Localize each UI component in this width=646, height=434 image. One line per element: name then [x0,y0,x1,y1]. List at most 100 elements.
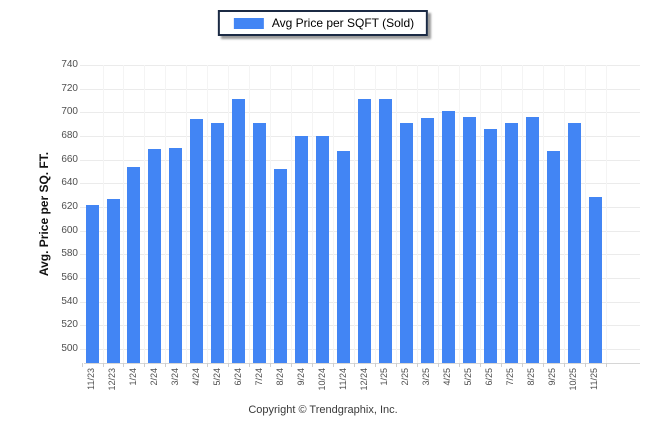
legend-label: Avg Price per SQFT (Sold) [271,16,415,30]
bar [253,122,267,363]
gridline-vertical [584,65,586,363]
x-tick-label: 8/24 [274,368,285,386]
gridline-vertical [228,65,230,363]
x-tick-label: 4/25 [442,368,453,386]
x-tick-mark [437,363,439,367]
x-tick-label: 2/25 [400,368,411,386]
bar [169,147,183,363]
x-tick-mark [312,363,314,367]
bar [211,122,225,363]
x-tick-label: 7/25 [505,368,516,386]
bar [462,117,476,363]
legend-swatch-icon [233,17,264,29]
gridline-vertical [291,65,293,363]
x-tick-label: 6/24 [232,368,243,386]
x-tick-mark [605,363,607,367]
bar [399,122,413,363]
x-tick-mark [542,363,544,367]
gridline-vertical [458,65,460,363]
gridline-vertical [395,65,397,363]
x-tick-label: 8/25 [526,368,537,386]
gridline-vertical [479,65,481,363]
bar [337,151,350,363]
x-tick-label: 3/25 [421,368,432,386]
gridline-vertical [354,65,355,363]
bar [190,119,204,363]
bar [274,169,288,363]
y-tick-label: 620 [61,200,78,212]
x-tick-label: 1/24 [127,368,138,386]
x-tick-label: 5/25 [463,368,474,386]
x-tick-mark [416,363,418,367]
gridline-vertical [416,65,418,363]
gridline [80,65,640,66]
x-tick-label: 6/25 [484,368,495,386]
x-tick-mark [333,363,334,367]
x-tick-label: 4/24 [190,368,201,386]
gridline-vertical [123,65,125,363]
x-tick-label: 11/24 [337,368,348,390]
x-tick-label: 11/25 [589,368,599,390]
y-tick-label: 720 [61,82,78,94]
y-tick-label: 580 [61,248,78,260]
x-tick-mark [81,363,83,367]
y-tick-label: 540 [61,295,78,307]
x-tick-label: 9/25 [547,368,558,386]
bar [85,204,99,363]
y-tick-label: 600 [61,224,78,236]
legend: Avg Price per SQFT (Sold) [217,10,429,36]
x-tick-mark [228,363,230,367]
bar [127,166,141,363]
gridline-vertical [521,65,523,363]
bar [504,122,518,363]
y-tick-label: 560 [61,271,78,283]
x-tick-mark [123,363,125,367]
gridline-vertical [165,65,167,363]
x-tick-mark [186,363,188,367]
gridline-vertical [312,65,314,363]
x-tick-mark [354,363,355,367]
x-tick-mark [395,363,397,367]
gridline-vertical [375,65,376,363]
x-tick-mark [207,363,209,367]
x-tick-mark [165,363,167,367]
gridline [80,88,640,90]
gridline-vertical [270,65,272,363]
gridline-vertical [563,65,565,363]
x-tick-mark [102,363,104,367]
gridline-vertical [542,65,544,363]
bar [316,136,330,363]
bar [232,99,246,363]
y-tick-label: 680 [61,129,78,141]
x-tick-label: 2/24 [148,368,159,386]
x-tick-mark [521,363,523,367]
bar [483,128,497,363]
x-tick-label: 11/23 [86,368,96,390]
bar [358,99,371,363]
y-tick-label: 740 [61,59,78,70]
x-tick-label: 1/25 [379,368,390,386]
x-tick-label: 3/24 [169,368,180,386]
bar [588,197,602,363]
gridline-vertical [605,65,607,363]
gridline-vertical [249,65,251,363]
y-tick-label: 520 [61,319,78,331]
x-tick-mark [249,363,251,367]
x-tick-label: 12/24 [358,368,369,391]
gridline-vertical [500,65,502,363]
gridline-vertical [333,65,334,363]
x-tick-mark [563,363,565,367]
x-tick-label: 10/24 [316,368,327,391]
x-tick-label: 7/24 [253,368,264,386]
bar [567,122,581,363]
x-tick-mark [584,363,586,367]
y-tick-label: 660 [61,153,78,165]
bar [441,111,455,363]
bar [525,117,539,363]
gridline-vertical [207,65,209,363]
bar [420,118,434,363]
bar-chart-plot-area [80,65,640,364]
x-tick-label: 10/25 [568,368,579,391]
x-tick-mark [291,363,293,367]
y-tick-label: 700 [61,106,78,118]
